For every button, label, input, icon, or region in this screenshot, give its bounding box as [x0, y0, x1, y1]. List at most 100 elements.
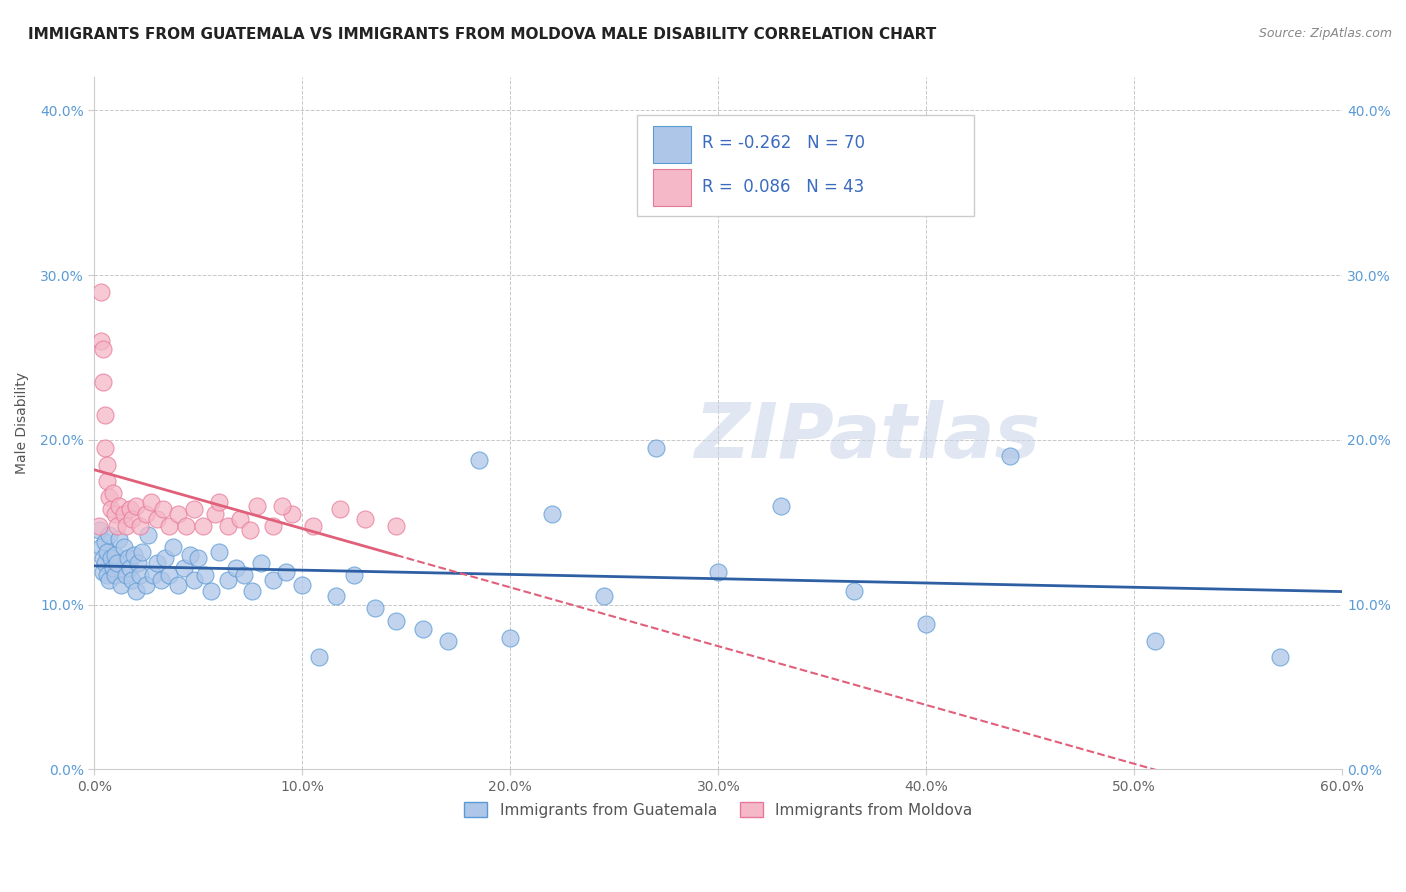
Point	[94, 408, 117, 422]
Point	[153, 551, 176, 566]
Point	[110, 578, 132, 592]
Point	[146, 512, 169, 526]
Point	[91, 551, 114, 566]
Point	[101, 561, 124, 575]
Point	[96, 458, 118, 472]
Point	[96, 568, 118, 582]
Point	[200, 584, 222, 599]
Point	[593, 590, 616, 604]
Point	[91, 565, 114, 579]
Point	[87, 524, 110, 538]
Point	[183, 502, 205, 516]
Text: R =  0.086   N = 43: R = 0.086 N = 43	[702, 178, 865, 196]
Point	[129, 518, 152, 533]
Point	[499, 631, 522, 645]
Point	[135, 578, 157, 592]
Point	[173, 561, 195, 575]
Point	[385, 518, 408, 533]
Point	[242, 584, 264, 599]
Point	[291, 578, 314, 592]
FancyBboxPatch shape	[654, 169, 690, 206]
Point	[412, 622, 434, 636]
Point	[149, 573, 172, 587]
Text: R = -0.262   N = 70: R = -0.262 N = 70	[702, 134, 865, 153]
Point	[146, 557, 169, 571]
Point	[325, 590, 347, 604]
Point	[142, 568, 165, 582]
Point	[166, 578, 188, 592]
Point	[135, 507, 157, 521]
Point	[162, 540, 184, 554]
Point	[87, 518, 110, 533]
Point	[437, 633, 460, 648]
Point	[90, 334, 112, 348]
Point	[91, 375, 114, 389]
Text: IMMIGRANTS FROM GUATEMALA VS IMMIGRANTS FROM MOLDOVA MALE DISABILITY CORRELATION: IMMIGRANTS FROM GUATEMALA VS IMMIGRANTS …	[28, 27, 936, 42]
Point	[97, 528, 120, 542]
Point	[208, 495, 231, 509]
Point	[125, 584, 148, 599]
Point	[645, 441, 668, 455]
Point	[468, 452, 491, 467]
Point	[183, 573, 205, 587]
Point	[105, 557, 128, 571]
Point	[104, 507, 127, 521]
Point	[94, 557, 117, 571]
Text: ZIPatlas: ZIPatlas	[695, 401, 1040, 475]
Point	[204, 507, 226, 521]
Point	[225, 561, 247, 575]
Point	[262, 518, 284, 533]
Point	[262, 573, 284, 587]
Point	[998, 450, 1021, 464]
Point	[104, 568, 127, 582]
Point	[108, 532, 131, 546]
Point	[127, 557, 149, 571]
Point	[281, 507, 304, 521]
Point	[121, 573, 143, 587]
Point	[122, 548, 145, 562]
Point	[139, 495, 162, 509]
Point	[187, 551, 209, 566]
Point	[270, 499, 292, 513]
Legend: Immigrants from Guatemala, Immigrants from Moldova: Immigrants from Guatemala, Immigrants fr…	[458, 796, 979, 824]
Point	[100, 502, 122, 516]
Point	[166, 507, 188, 521]
Point	[364, 600, 387, 615]
Point	[157, 568, 180, 582]
Point	[174, 518, 197, 533]
FancyBboxPatch shape	[637, 115, 974, 216]
Point	[208, 545, 231, 559]
Point	[217, 573, 239, 587]
Point	[179, 548, 201, 562]
Point	[108, 499, 131, 513]
Point	[541, 507, 564, 521]
Point	[112, 507, 135, 521]
Text: Source: ZipAtlas.com: Source: ZipAtlas.com	[1258, 27, 1392, 40]
Point	[97, 573, 120, 587]
Point	[94, 441, 117, 455]
Point	[239, 524, 262, 538]
Point	[915, 617, 938, 632]
Point	[94, 535, 117, 549]
Point	[118, 561, 141, 575]
Point	[97, 491, 120, 505]
Point	[91, 343, 114, 357]
Point	[246, 499, 269, 513]
Y-axis label: Male Disability: Male Disability	[15, 372, 30, 475]
Point	[353, 512, 375, 526]
Point	[152, 502, 174, 516]
Point	[117, 551, 139, 566]
Point	[96, 545, 118, 559]
Point	[343, 568, 366, 582]
FancyBboxPatch shape	[654, 126, 690, 163]
Point	[112, 540, 135, 554]
Point	[131, 545, 153, 559]
Point	[114, 568, 136, 582]
Point	[157, 518, 180, 533]
Point	[385, 614, 408, 628]
Point	[229, 512, 252, 526]
Point	[1268, 650, 1291, 665]
Point	[121, 512, 143, 526]
Point	[114, 518, 136, 533]
Point	[194, 568, 217, 582]
